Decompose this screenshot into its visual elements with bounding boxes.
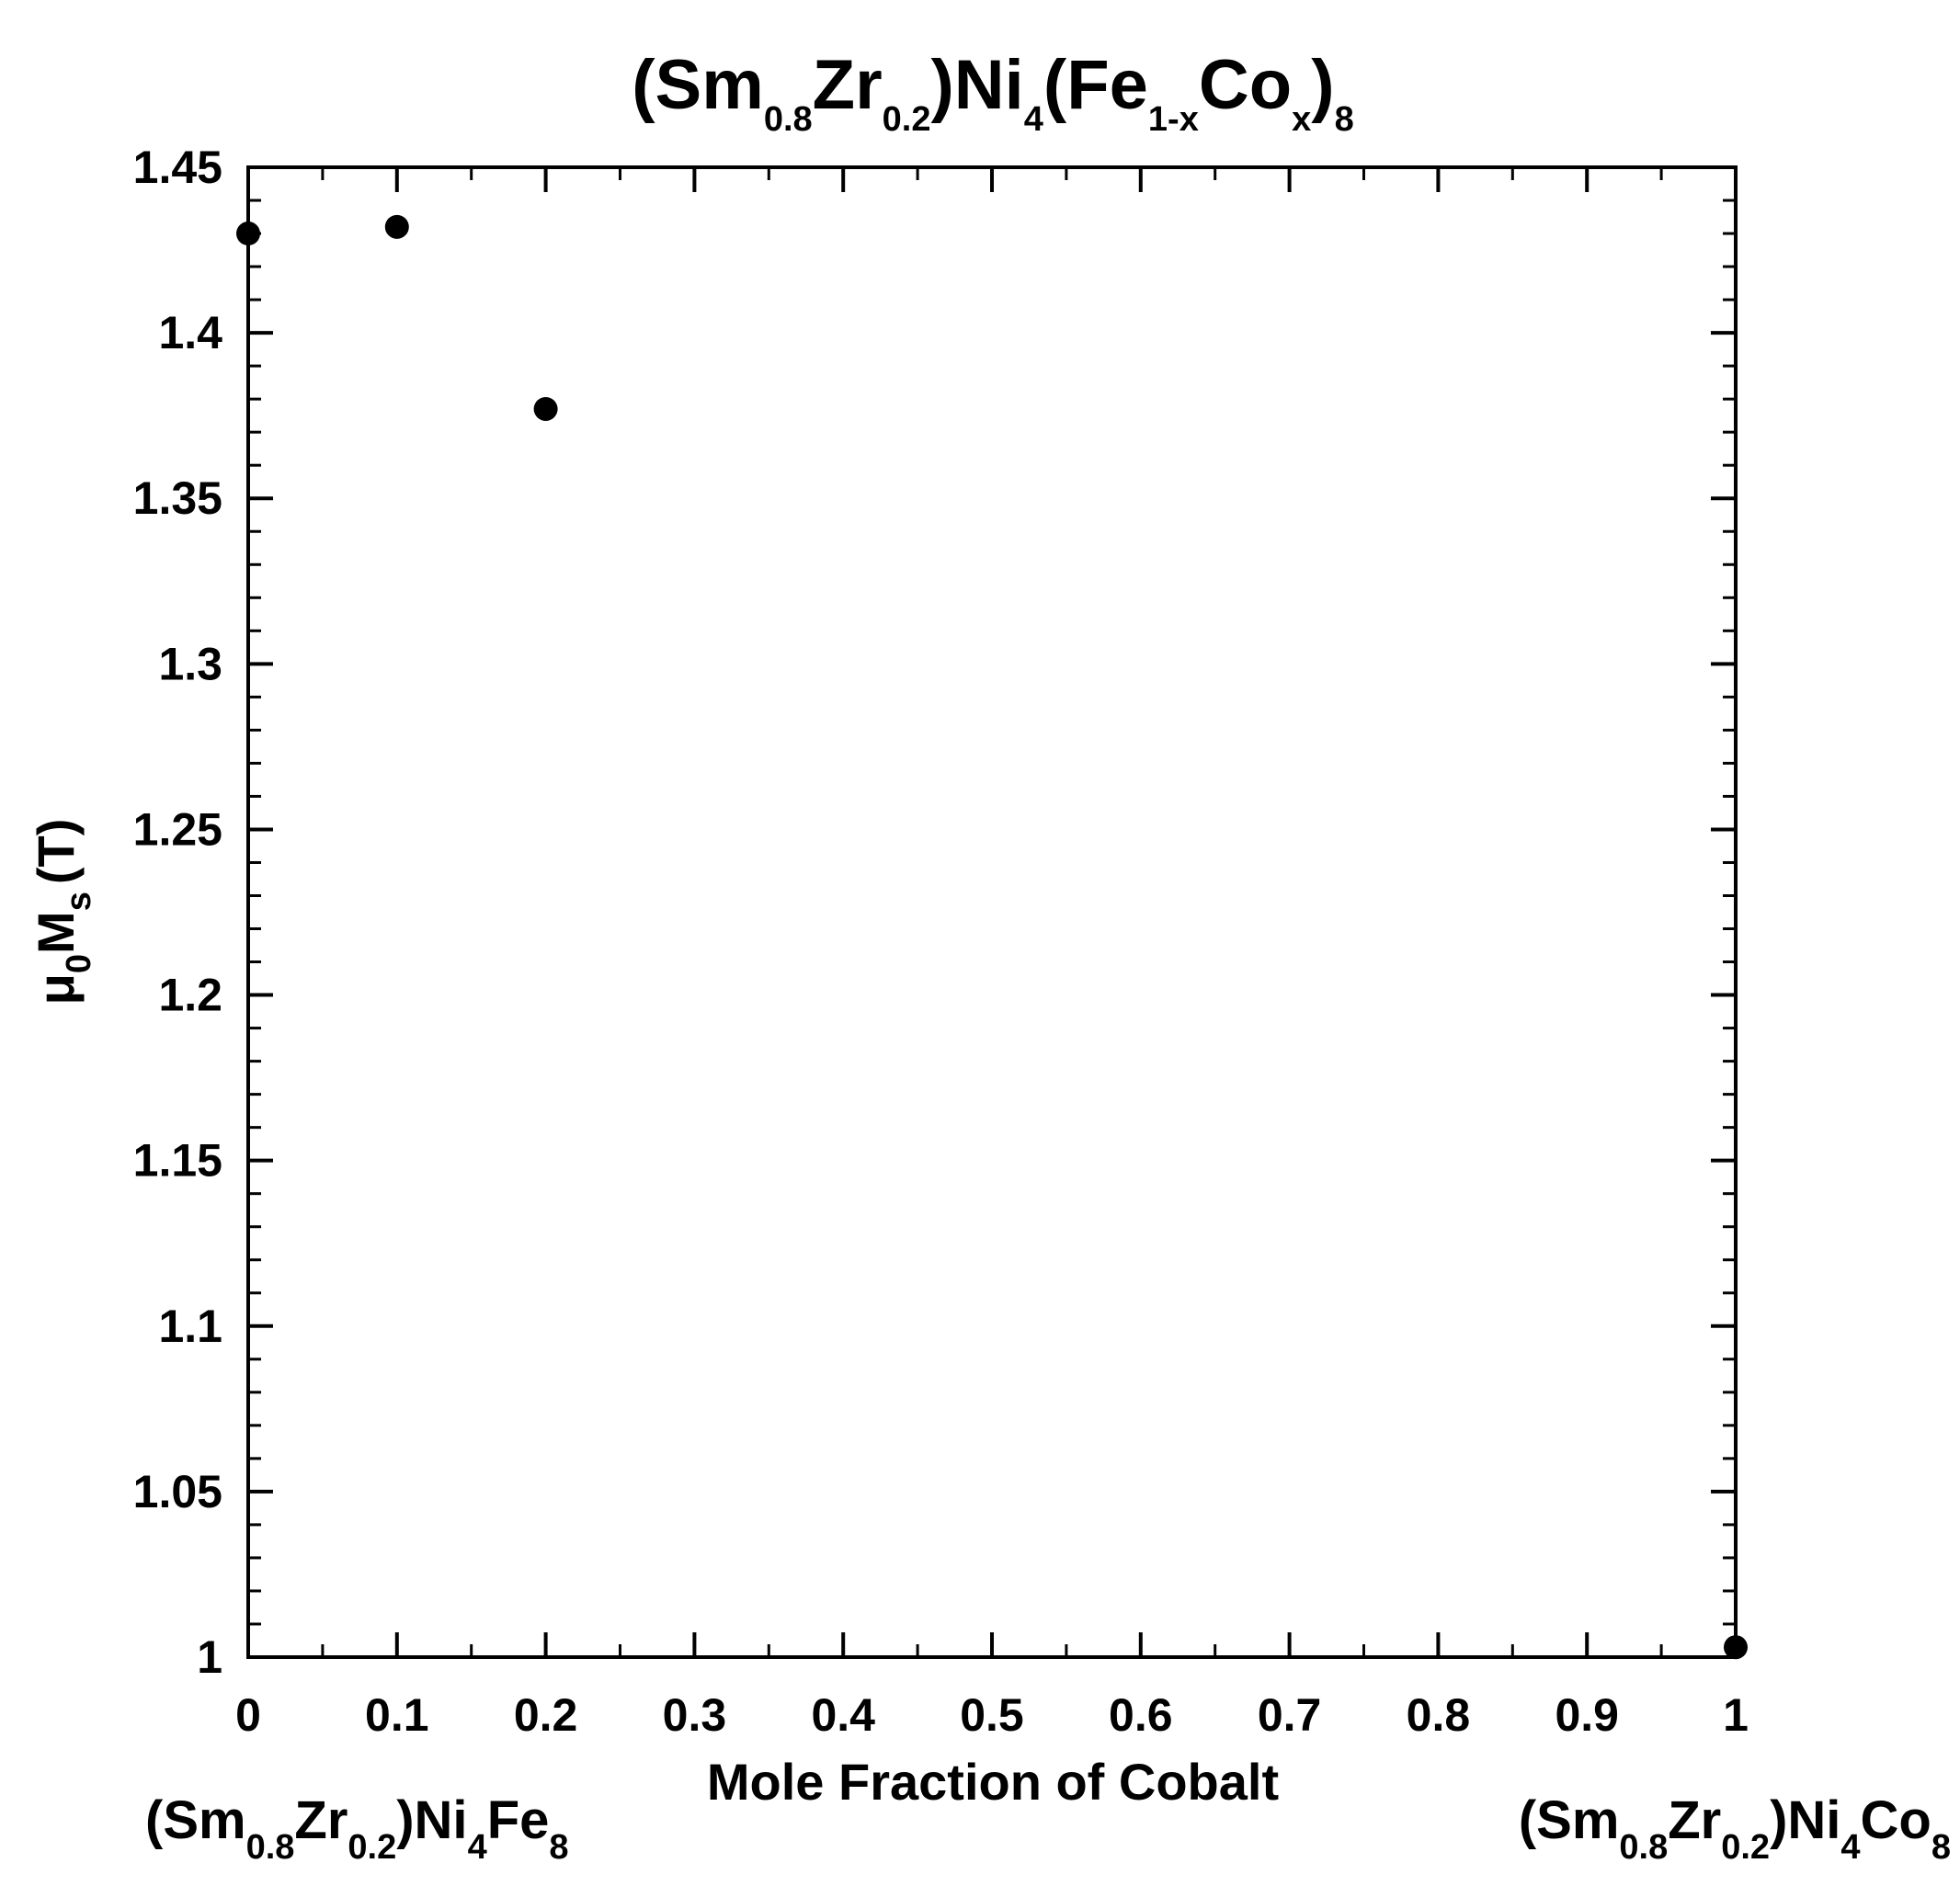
x-tick-label: 0.7	[1258, 1689, 1322, 1741]
x-tick-label: 0	[235, 1689, 261, 1741]
y-tick-label: 1.2	[158, 970, 222, 1021]
y-axis-title: μ0Ms(T)	[27, 819, 98, 1005]
x-tick-label: 0.2	[514, 1689, 578, 1741]
y-axis-tick-labels: 1 1.05 1.1 1.15 1.2 1.25 1.3 1.35 1.4 1.45	[133, 142, 223, 1683]
y-tick-label: 1.25	[133, 803, 222, 855]
right-compound-label: (Sm0.8Zr0.2)Ni4Co8	[1519, 1790, 1951, 1867]
y-tick-label: 1.1	[158, 1301, 222, 1352]
data-points	[236, 214, 1748, 1660]
data-point	[384, 214, 409, 239]
x-tick-label: 0.5	[960, 1689, 1024, 1741]
x-tick-label: 0.3	[663, 1689, 727, 1741]
plot-frame	[246, 165, 1738, 1659]
axis-ticks	[246, 165, 1738, 1659]
data-point	[1724, 1635, 1748, 1660]
chart-title: (Sm0.8Zr0.2)Ni4(Fe1-xCox)8	[632, 46, 1354, 139]
y-tick-label: 1.45	[133, 142, 222, 193]
y-tick-label: 1.15	[133, 1135, 222, 1187]
x-axis-tick-labels: 0 0.1 0.2 0.3 0.4 0.5 0.6 0.7 0.8 0.9 1	[235, 1689, 1749, 1741]
x-tick-label: 0.9	[1555, 1689, 1619, 1741]
x-axis-title: Mole Fraction of Cobalt	[707, 1753, 1279, 1811]
y-tick-label: 1	[197, 1631, 222, 1683]
x-tick-label: 1	[1723, 1689, 1749, 1741]
x-tick-label: 0.4	[811, 1689, 875, 1741]
y-tick-label: 1.4	[158, 307, 222, 358]
x-tick-label: 0.6	[1109, 1689, 1173, 1741]
y-tick-label: 1.35	[133, 472, 222, 524]
y-tick-label: 1.05	[133, 1466, 222, 1517]
x-tick-label: 0.8	[1407, 1689, 1471, 1741]
data-point	[236, 222, 260, 246]
data-point	[533, 396, 558, 421]
x-tick-label: 0.1	[365, 1689, 429, 1741]
y-tick-label: 1.3	[158, 638, 222, 689]
left-compound-label: (Sm0.8Zr0.2)Ni4Fe8	[145, 1790, 569, 1867]
